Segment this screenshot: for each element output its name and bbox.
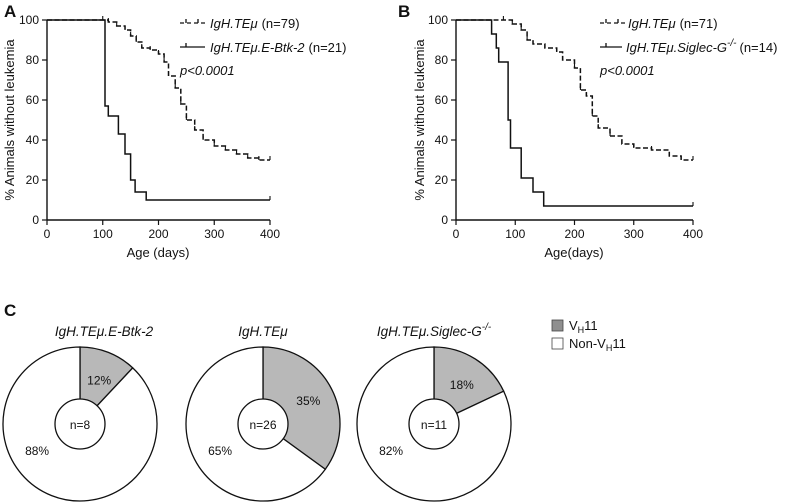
panel-a-series-2-line [47, 19, 270, 201]
panel-b-ytick-label-5: 100 [428, 13, 448, 27]
panel-a-ytick-label-1: 20 [26, 173, 40, 187]
legend-b-item-1: IgH.TEμ (n=71) [628, 16, 718, 31]
panel-b-ytick-label-3: 60 [435, 93, 449, 107]
panel-b-xtick-label-3: 300 [624, 227, 644, 241]
legend-b-item-2-name: IgH.TEμ.Siglec-G [626, 40, 727, 55]
legend-vh11-label: VH11 [569, 318, 598, 335]
panel-a-ytick-label-0: 0 [32, 213, 39, 227]
pie-2-label-non-vh11: 65% [208, 444, 232, 458]
panel-b-series-2-line [456, 19, 693, 207]
panel-c-letter: C [4, 301, 16, 320]
panel-b-ytick-label-2: 40 [435, 133, 449, 147]
panel-b-ytick-label-1: 20 [435, 173, 449, 187]
panel-a-letter: A [4, 2, 16, 21]
panel-b-ytick-label-0: 0 [441, 213, 448, 227]
pie-2-label-vh11: 35% [296, 394, 320, 408]
legend-a-item-1: IgH.TEμ (n=79) [210, 16, 300, 31]
legend-a-item-2-n: (n=21) [309, 40, 347, 55]
legend-vh11-swatch [551, 319, 564, 332]
panel-a-xtick-label-1: 100 [93, 227, 113, 241]
legend-b-item-1-name: IgH.TEμ [628, 16, 676, 31]
legend-b-dashed-swatch [600, 19, 625, 24]
panel-b-y-label: % Animals without leukemia [412, 39, 427, 201]
pie-2-title: IgH.TEμ [238, 324, 288, 339]
pie-1-label-vh11: 12% [87, 373, 111, 387]
panel-a-ticks-layer: 0 20 40 60 80 100 0 100 200 300 400 [19, 13, 280, 241]
pie-1-center-label: n=8 [70, 418, 91, 432]
pie-legend: VH11 Non-VH11 [551, 318, 626, 353]
pie-3-title-text: IgH.TEμ.Siglec-G [377, 324, 482, 339]
panel-b-plot: 0 20 40 60 80 100 0 100 200 300 400 % Animals with… [412, 13, 777, 260]
pie-3-label-non-vh11: 82% [379, 444, 403, 458]
panel-a-xtick-label-4: 400 [260, 227, 280, 241]
legend-a-item-1-n: (n=79) [262, 16, 300, 31]
pie-3-slice-vh11 [433, 346, 505, 426]
pie-1-label-non-vh11: 88% [25, 444, 49, 458]
pie-2-center [237, 398, 289, 450]
panel-a-xtick-label-3: 300 [204, 227, 224, 241]
legend-b-solid-swatch [600, 43, 622, 48]
pie-1: n=8 12% 88% [2, 346, 158, 502]
panel-a-p-value: p<0.0001 [179, 63, 235, 78]
panel-a-legend: IgH.TEμ (n=79) IgH.TEμ.E-Btk-2 (n=21) p<0.… [179, 16, 346, 78]
panel-b-letter: B [398, 2, 410, 21]
panel-b-ytick-label-4: 80 [435, 53, 449, 67]
legend-a-item-2: IgH.TEμ.E-Btk-2 (n=21) [210, 40, 346, 55]
panel-b-xtick-label-2: 200 [564, 227, 584, 241]
legend-a-solid-swatch [180, 43, 205, 48]
panel-a-xtick-label-2: 200 [148, 227, 168, 241]
legend-b-item-2-sup: -/- [727, 38, 737, 49]
pie-3-center [408, 398, 460, 450]
pie-2-center-label: n=26 [249, 418, 276, 432]
pie-3-center-label: n=11 [421, 418, 447, 432]
panel-b-series-1-line [456, 19, 693, 161]
panel-b-ticks-layer: 0 20 40 60 80 100 0 100 200 300 400 [428, 13, 703, 241]
pie-2-slice-vh11 [262, 346, 341, 471]
pie-1-title: IgH.TEμ.E-Btk-2 [55, 324, 154, 339]
panel-a-y-label: % Animals without leukemia [2, 39, 17, 201]
panel-b-p-value: p<0.0001 [599, 63, 655, 78]
panel-b-legend: IgH.TEμ (n=71) IgH.TEμ.Siglec-G-/- (n=14) … [599, 16, 777, 78]
legend-a-item-2-name: IgH.TEμ.E-Btk-2 [210, 40, 305, 55]
panel-a-ytick-label-5: 100 [19, 13, 39, 27]
legend-non-vh11-swatch [551, 337, 564, 350]
pie-3-label-vh11: 18% [450, 378, 474, 392]
panel-a-series-layer [47, 16, 271, 201]
legend-b-item-2-n: (n=14) [740, 40, 778, 55]
pie-3: n=11 18% 82% [356, 346, 512, 502]
panel-a-ytick-label-2: 40 [26, 133, 40, 147]
panel-b-xtick-label-1: 100 [505, 227, 525, 241]
pie-2: n=26 35% 65% [185, 346, 341, 502]
legend-b-item-2: IgH.TEμ.Siglec-G-/- (n=14) [626, 38, 777, 55]
legend-b-item-1-n: (n=71) [680, 16, 718, 31]
panel-b-xtick-label-0: 0 [453, 227, 460, 241]
panel-a-ytick-label-4: 80 [26, 53, 40, 67]
legend-a-item-1-name: IgH.TEμ [210, 16, 258, 31]
pie-1-center [54, 398, 106, 450]
panel-b-xtick-label-4: 400 [683, 227, 703, 241]
panel-a-ytick-label-3: 60 [26, 93, 40, 107]
pie-3-title: IgH.TEμ.Siglec-G-/- [377, 322, 492, 339]
pie-3-title-sup: -/- [482, 322, 492, 333]
legend-a-dashed-swatch [180, 19, 205, 24]
legend-non-vh11-label: Non-VH11 [569, 336, 626, 353]
panel-a-x-label: Age (days) [127, 245, 190, 260]
panel-a-xtick-label-0: 0 [44, 227, 51, 241]
panel-b-series-layer [456, 16, 694, 207]
panel-a-plot: 0 20 40 60 80 100 0 100 200 300 400 % Animals with… [2, 13, 346, 260]
panel-b-x-label: Age(days) [544, 245, 603, 260]
